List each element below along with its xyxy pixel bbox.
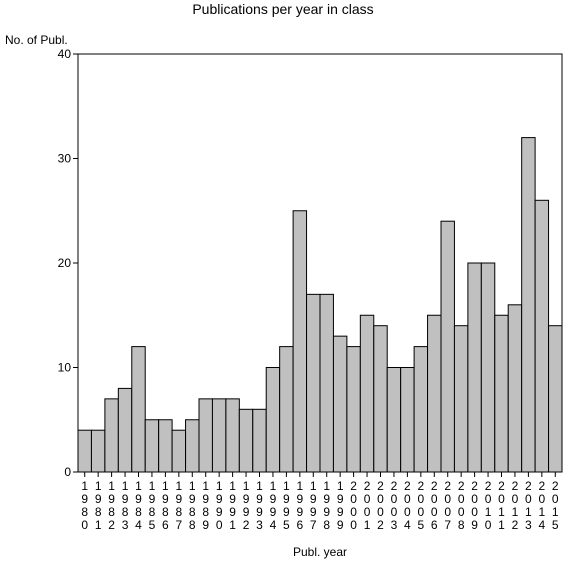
x-axis: 1 9 8 0 1 9 8 1 1 9 8 2 1 9 8 3 1 9 8 4 1 9 8 5 1 9 8 6 1 9 8 7 1 9 8 8 1 9 8 9… [81,472,559,532]
bar-2008 [453,325,469,473]
y-tick-label: 0 [64,465,71,479]
bar-1986 [158,419,173,473]
bar-2003 [386,367,402,473]
bar-1993 [252,408,267,473]
bar-2005 [413,346,429,473]
bar-2015 [548,325,563,473]
chart-title: Publications per year in class [192,1,373,17]
bar-2006 [427,314,442,473]
bar-2014 [534,199,550,473]
bar-2004 [400,367,415,473]
y-axis: 0 10 20 30 40 [58,47,78,479]
bar-2001 [359,314,375,473]
bar-2009 [467,262,482,473]
bar-1991 [225,398,240,473]
y-tick-label: 10 [58,361,72,375]
bar-1994 [265,367,281,473]
bar-1989 [198,398,213,473]
bar-1982 [104,398,119,473]
y-tick-label: 30 [58,152,72,166]
bar-1987 [171,429,187,473]
bar-2013 [521,137,536,473]
bar-1996 [292,210,308,473]
bar-1980 [77,429,92,473]
bar-1997 [306,293,321,473]
bar-2010 [480,262,496,473]
x-axis-label: Publ. year [293,545,347,559]
bar-1983 [117,387,133,473]
bar-2000 [346,346,361,473]
bar-1998 [319,293,334,473]
bar-2002 [373,325,388,473]
y-tick-label: 20 [58,256,72,270]
bar-1988 [185,419,200,473]
bars-layer [77,137,563,473]
y-axis-label: No. of Publ. [5,33,68,47]
y-tick-label: 40 [58,47,72,61]
bar-1985 [144,419,160,473]
bar-1981 [90,429,106,473]
bar-2007 [440,220,455,473]
bar-2012 [507,304,523,473]
bar-1992 [238,408,254,473]
bar-1990 [211,398,227,473]
bar-1984 [131,346,146,473]
bar-1999 [332,335,348,473]
bar-1995 [279,346,294,473]
bar-2011 [494,314,509,473]
